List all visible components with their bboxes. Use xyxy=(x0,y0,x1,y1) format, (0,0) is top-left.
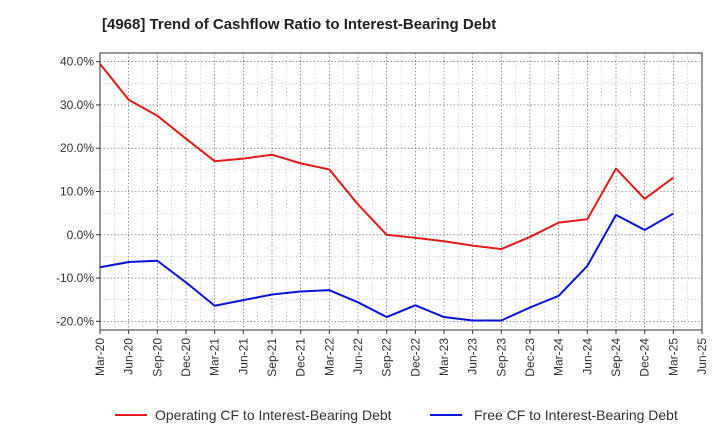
x-tick-label: Mar-21 xyxy=(208,338,222,376)
x-tick-label: Sep-23 xyxy=(494,338,508,377)
x-tick-label: Jun-20 xyxy=(122,338,136,375)
x-tick-label: Dec-24 xyxy=(638,338,652,377)
chart-title: [4968] Trend of Cashflow Ratio to Intere… xyxy=(102,16,497,33)
horizontal-gridlines xyxy=(100,61,702,322)
x-tick-label: Jun-23 xyxy=(466,338,480,375)
x-tick-label: Jun-25 xyxy=(695,338,709,375)
x-axis: Mar-20 Jun-20 Sep-20 Dec-20 Mar-21 Jun-21 Sep-… xyxy=(93,330,709,377)
x-tick-label: Jun-24 xyxy=(580,338,594,375)
y-tick-label: 30.0% xyxy=(60,98,94,112)
series-line-2 xyxy=(99,212,674,322)
y-tick-label: 20.0% xyxy=(60,141,94,155)
x-tick-label: Mar-23 xyxy=(437,338,451,376)
x-tick-label: Mar-25 xyxy=(666,338,680,376)
x-tick-label: Mar-22 xyxy=(322,338,336,376)
y-tick-label: 10.0% xyxy=(60,185,94,199)
x-tick-label: Dec-20 xyxy=(179,338,193,377)
x-tick-label: Sep-21 xyxy=(265,338,279,377)
x-tick-label: Sep-22 xyxy=(380,338,394,377)
y-tick-label: 40.0% xyxy=(60,55,94,69)
x-tick-label: Dec-22 xyxy=(408,338,422,377)
legend-label-1: Operating CF to Interest-Bearing Debt xyxy=(155,407,392,423)
y-tick-label: -10.0% xyxy=(56,271,94,285)
y-axis: 40.0% 30.0% 20.0% 10.0% 0.0% -10.0% -20.0% xyxy=(56,52,703,331)
series-line-1 xyxy=(99,63,674,251)
x-tick-label: Mar-24 xyxy=(552,338,566,376)
x-tick-label: Sep-20 xyxy=(150,338,164,377)
legend: Operating CF to Interest-Bearing Debt Fre… xyxy=(115,407,678,423)
x-tick-label: Sep-24 xyxy=(609,338,623,377)
x-tick-label: Dec-23 xyxy=(523,338,537,377)
y-tick-label: -20.0% xyxy=(56,314,94,328)
x-tick-label: Jun-22 xyxy=(351,338,365,375)
x-tick-label: Dec-21 xyxy=(294,338,308,377)
series-lines xyxy=(99,63,674,322)
x-tick-label: Mar-20 xyxy=(93,338,107,376)
x-tick-label: Jun-21 xyxy=(236,338,250,375)
legend-label-2: Free CF to Interest-Bearing Debt xyxy=(474,407,678,423)
y-tick-label: 0.0% xyxy=(67,228,95,242)
